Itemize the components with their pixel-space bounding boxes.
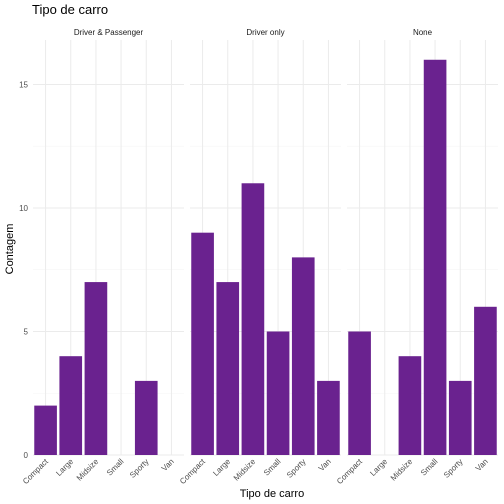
bar <box>216 282 239 455</box>
facet-panel: Driver & Passenger Compact Large Midsize Sma… <box>21 28 184 486</box>
y-axis-ticks: 0 5 10 15 <box>19 80 28 460</box>
x-tick-label: Midsize <box>389 457 415 483</box>
bar <box>85 282 108 455</box>
x-tick-label: Van <box>317 457 333 473</box>
y-axis-title: Contagem <box>4 224 16 275</box>
facet-strip-label: None <box>413 28 433 37</box>
bar <box>242 183 265 455</box>
x-tick-label: Large <box>54 457 75 478</box>
x-tick-label: Compact <box>21 457 51 487</box>
bar <box>135 381 158 455</box>
bar <box>191 233 214 455</box>
y-tick-label: 15 <box>19 80 28 89</box>
x-tick-label: Large <box>368 457 389 478</box>
x-tick-label: Van <box>474 457 490 473</box>
bar <box>399 356 422 455</box>
x-tick-label: Small <box>419 457 440 478</box>
facet-panel: Driver only Compact Large Midsize Small Sport… <box>178 28 341 486</box>
y-tick-label: 5 <box>24 327 29 336</box>
x-tick-label: Midsize <box>232 457 258 483</box>
bar <box>292 257 315 455</box>
facet-panel: None Compact Large Midsize Small Sporty Van <box>335 28 498 486</box>
x-tick-label: Small <box>105 457 126 478</box>
bar <box>267 331 290 455</box>
x-tick-label: Small <box>262 457 283 478</box>
x-tick-label: Sporty <box>442 457 465 480</box>
bar <box>59 356 82 455</box>
chart-title: Tipo de carro <box>32 2 108 17</box>
x-tick-label: Sporty <box>128 457 151 480</box>
x-tick-label: Compact <box>335 457 365 487</box>
y-tick-label: 0 <box>24 451 29 460</box>
bar <box>317 381 340 455</box>
y-tick-label: 10 <box>19 204 28 213</box>
facet-strip-label: Driver & Passenger <box>74 28 144 37</box>
bar <box>424 60 447 455</box>
bar <box>449 381 472 455</box>
x-tick-label: Van <box>160 457 176 473</box>
bar <box>474 307 497 455</box>
bar <box>34 406 57 455</box>
x-axis-title: Tipo de carro <box>240 488 304 500</box>
x-tick-label: Sporty <box>285 457 308 480</box>
facet-strip-label: Driver only <box>246 28 284 37</box>
x-tick-label: Compact <box>178 457 208 487</box>
x-tick-label: Midsize <box>75 457 101 483</box>
bar <box>348 331 371 455</box>
x-tick-label: Large <box>211 457 232 478</box>
